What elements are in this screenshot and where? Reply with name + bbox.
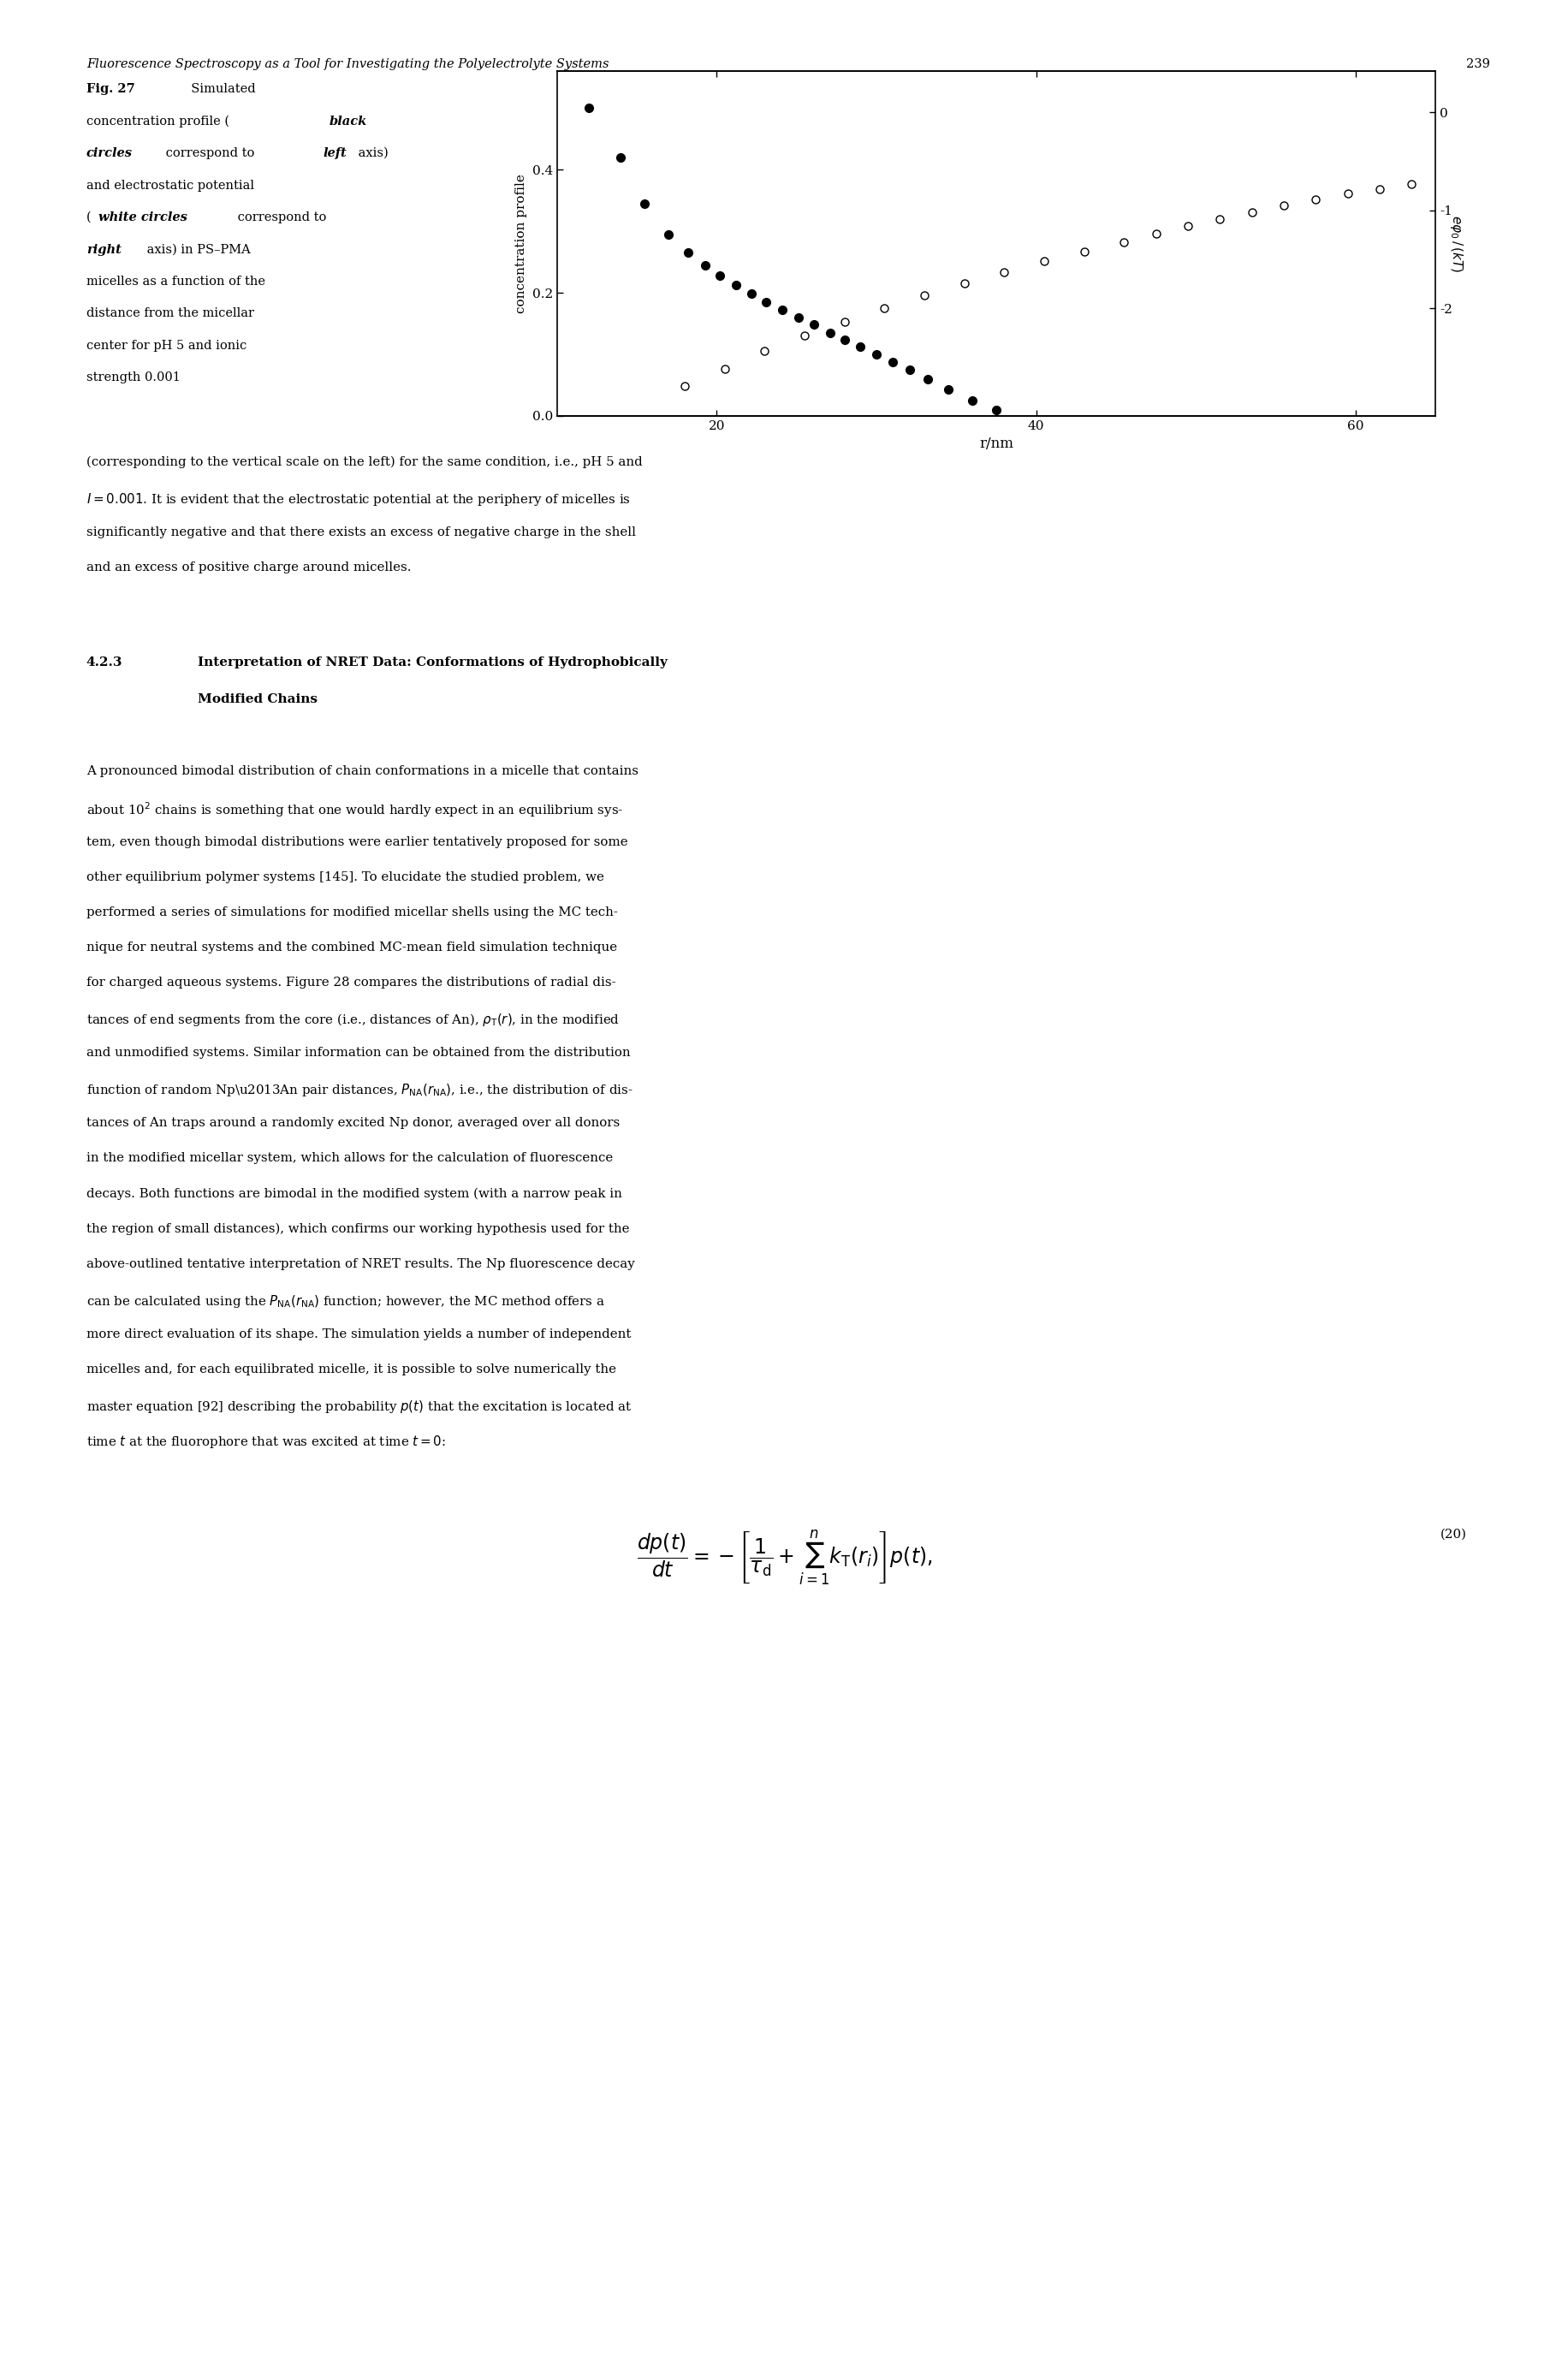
Text: concentration profile (: concentration profile ( — [86, 116, 229, 128]
Text: time $t$ at the fluorophore that was excited at time $t = 0$:: time $t$ at the fluorophore that was exc… — [86, 1433, 445, 1449]
Text: circles: circles — [86, 147, 132, 159]
Text: $I = 0.001$. It is evident that the electrostatic potential at the periphery of : $I = 0.001$. It is evident that the elec… — [86, 492, 630, 508]
Text: correspond to: correspond to — [234, 211, 326, 223]
Text: (corresponding to the vertical scale on the left) for the same condition, i.e., : (corresponding to the vertical scale on … — [86, 456, 641, 468]
Text: correspond to: correspond to — [162, 147, 259, 159]
Text: center for pH 5 and ionic: center for pH 5 and ionic — [86, 340, 246, 352]
Text: tances of An traps around a randomly excited Np donor, averaged over all donors: tances of An traps around a randomly exc… — [86, 1117, 619, 1129]
Text: Fluorescence Spectroscopy as a Tool for Investigating the Polyelectrolyte System: Fluorescence Spectroscopy as a Tool for … — [86, 57, 608, 71]
Text: A pronounced bimodal distribution of chain conformations in a micelle that conta: A pronounced bimodal distribution of cha… — [86, 765, 638, 777]
Text: master equation [92] describing the probability $p(t)$ that the excitation is lo: master equation [92] describing the prob… — [86, 1399, 632, 1414]
Text: Interpretation of NRET Data: Conformations of Hydrophobically: Interpretation of NRET Data: Conformatio… — [198, 656, 666, 668]
Text: Modified Chains: Modified Chains — [198, 694, 317, 706]
Text: right: right — [86, 245, 121, 257]
Text: the region of small distances), which confirms our working hypothesis used for t: the region of small distances), which co… — [86, 1224, 629, 1236]
Text: and unmodified systems. Similar information can be obtained from the distributio: and unmodified systems. Similar informat… — [86, 1048, 630, 1060]
Text: nique for neutral systems and the combined MC-mean field simulation technique: nique for neutral systems and the combin… — [86, 941, 616, 953]
Text: in the modified micellar system, which allows for the calculation of fluorescenc: in the modified micellar system, which a… — [86, 1152, 613, 1164]
X-axis label: r/nm: r/nm — [978, 437, 1013, 451]
Text: micelles and, for each equilibrated micelle, it is possible to solve numerically: micelles and, for each equilibrated mice… — [86, 1364, 616, 1376]
Y-axis label: concentration profile: concentration profile — [514, 173, 527, 314]
Text: function of random Np\u2013An pair distances, $P_{\rm NA}(r_{\rm NA})$, i.e., th: function of random Np\u2013An pair dista… — [86, 1081, 632, 1098]
Text: decays. Both functions are bimodal in the modified system (with a narrow peak in: decays. Both functions are bimodal in th… — [86, 1188, 621, 1200]
Text: left: left — [323, 147, 347, 159]
Text: axis): axis) — [354, 147, 389, 159]
Text: 4.2.3: 4.2.3 — [86, 656, 122, 668]
Text: distance from the micellar: distance from the micellar — [86, 309, 254, 321]
Text: black: black — [329, 116, 367, 128]
Text: Fig. 27: Fig. 27 — [86, 83, 135, 95]
Text: (20): (20) — [1439, 1528, 1466, 1540]
Text: strength 0.001: strength 0.001 — [86, 373, 180, 385]
Y-axis label: $e\varphi_0\,/\,(kT)$: $e\varphi_0\,/\,(kT)$ — [1447, 214, 1463, 273]
Text: 239: 239 — [1466, 57, 1490, 71]
Text: above-outlined tentative interpretation of NRET results. The Np fluorescence dec: above-outlined tentative interpretation … — [86, 1257, 635, 1269]
Text: white circles: white circles — [99, 211, 188, 223]
Text: more direct evaluation of its shape. The simulation yields a number of independe: more direct evaluation of its shape. The… — [86, 1328, 630, 1340]
Text: significantly negative and that there exists an excess of negative charge in the: significantly negative and that there ex… — [86, 527, 635, 539]
Text: tem, even though bimodal distributions were earlier tentatively proposed for som: tem, even though bimodal distributions w… — [86, 836, 627, 848]
Text: about 10$^2$ chains is something that one would hardly expect in an equilibrium : about 10$^2$ chains is something that on… — [86, 801, 622, 820]
Text: $\dfrac{dp(t)}{dt} = -\left[\dfrac{1}{\tau_{\rm d}} + \sum_{i=1}^{n} k_{\rm T}(r: $\dfrac{dp(t)}{dt} = -\left[\dfrac{1}{\t… — [637, 1528, 931, 1587]
Text: tances of end segments from the core (i.e., distances of An), $\rho_{\rm T}(r)$,: tances of end segments from the core (i.… — [86, 1012, 619, 1029]
Text: and electrostatic potential: and electrostatic potential — [86, 181, 254, 192]
Text: micelles as a function of the: micelles as a function of the — [86, 276, 265, 287]
Text: can be calculated using the $P_{\rm NA}(r_{\rm NA})$ function; however, the MC m: can be calculated using the $P_{\rm NA}(… — [86, 1293, 605, 1309]
Text: other equilibrium polymer systems [145]. To elucidate the studied problem, we: other equilibrium polymer systems [145].… — [86, 872, 604, 884]
Text: Simulated: Simulated — [183, 83, 256, 95]
Text: for charged aqueous systems. Figure 28 compares the distributions of radial dis-: for charged aqueous systems. Figure 28 c… — [86, 977, 615, 988]
Text: performed a series of simulations for modified micellar shells using the MC tech: performed a series of simulations for mo… — [86, 905, 618, 917]
Text: axis) in PS–PMA: axis) in PS–PMA — [143, 245, 251, 257]
Text: and an excess of positive charge around micelles.: and an excess of positive charge around … — [86, 561, 411, 573]
Text: (: ( — [86, 211, 91, 223]
